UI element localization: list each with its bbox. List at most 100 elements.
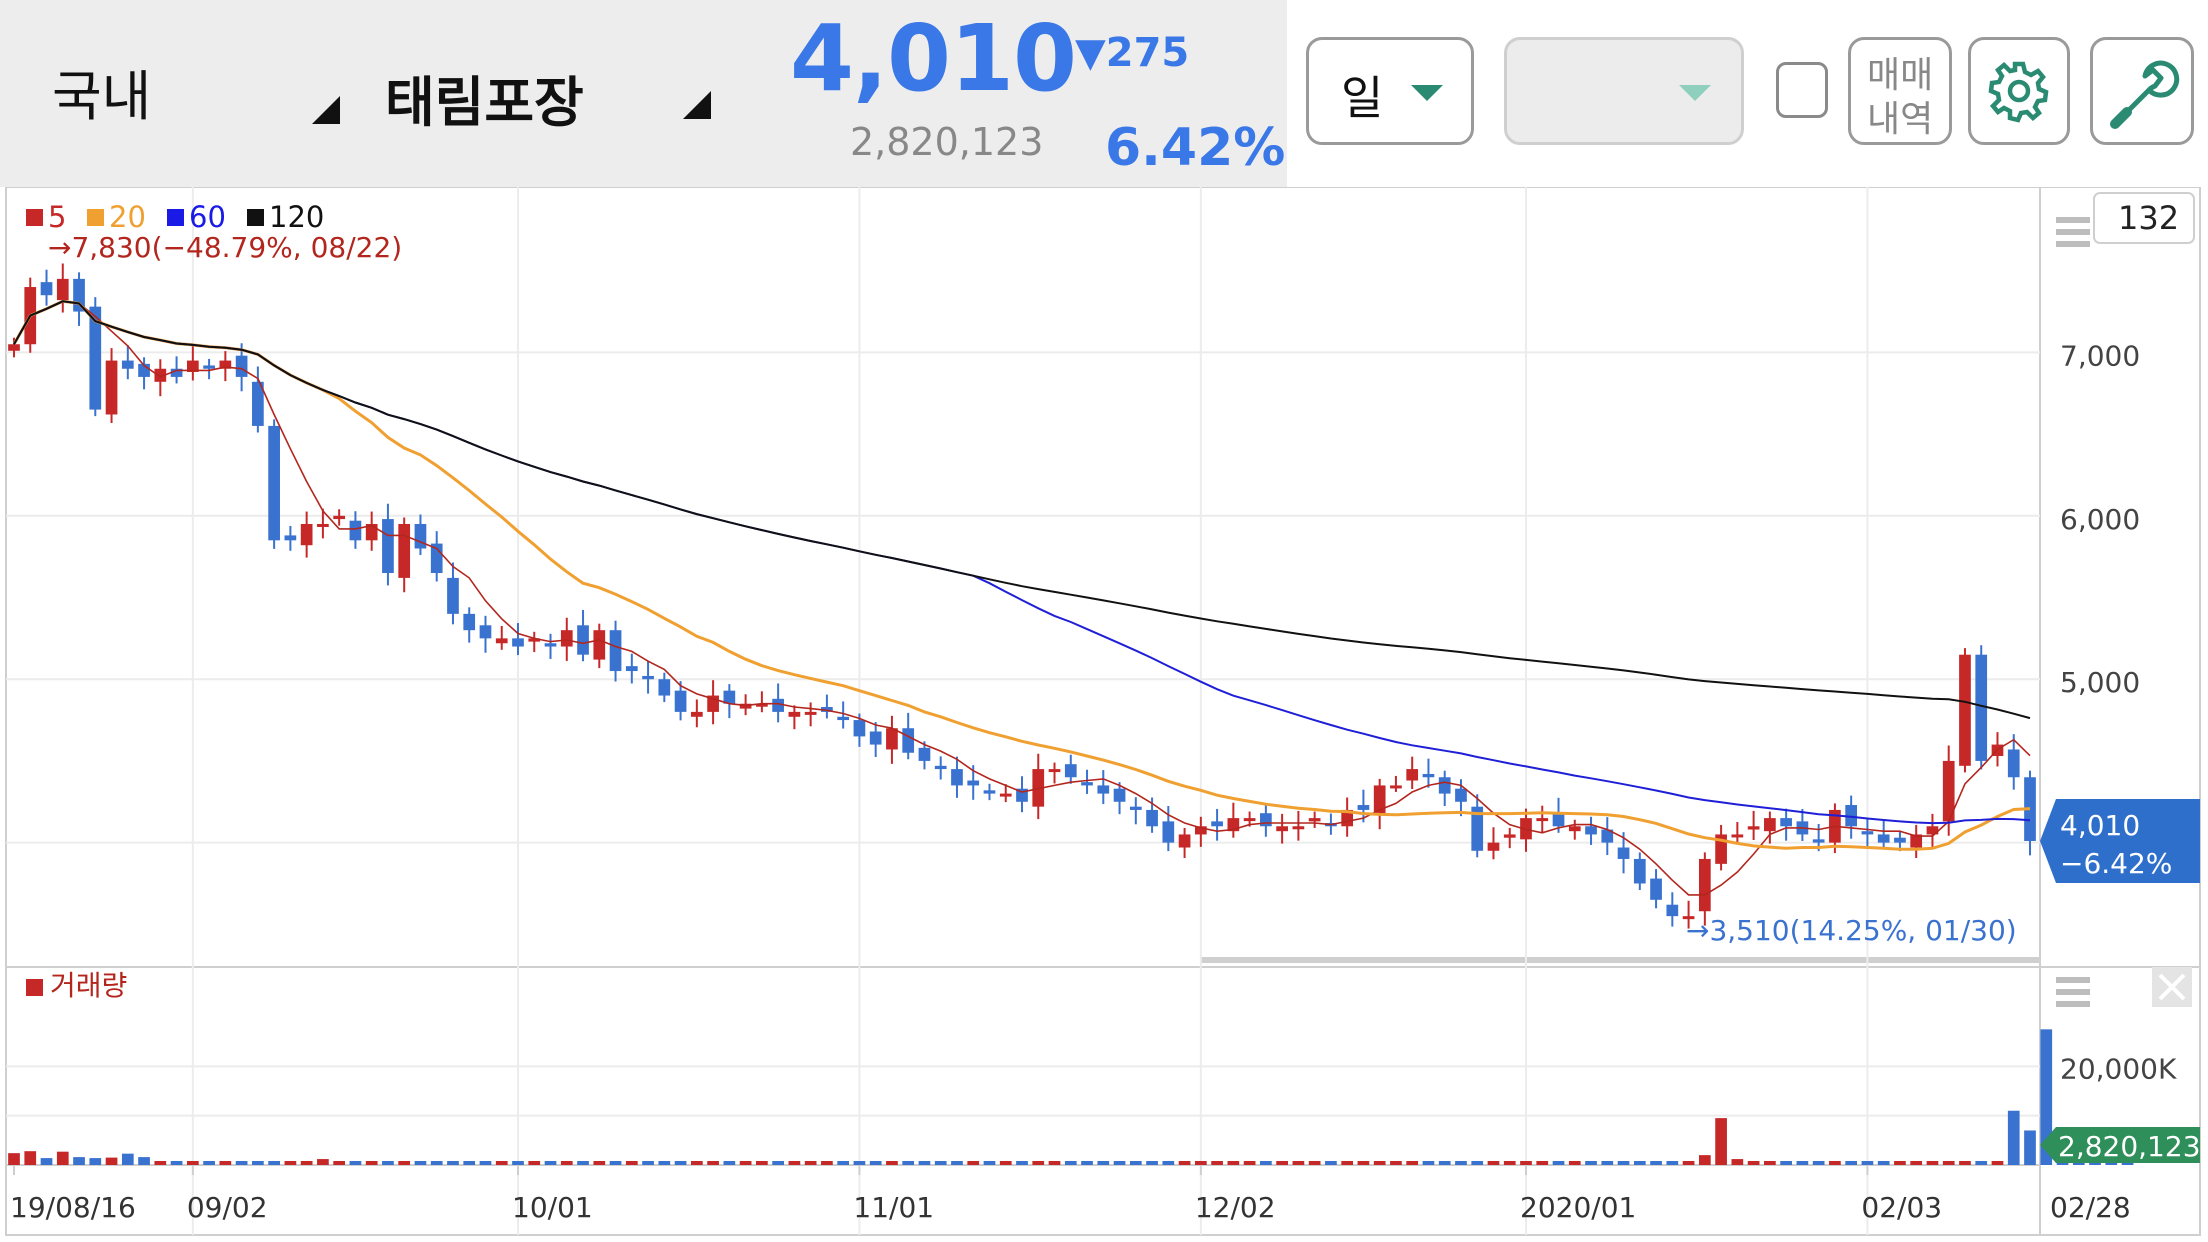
volume-bar [1422,1161,1435,1165]
low-annotation: →3,510(14.25%, 01/30) [1686,914,2017,947]
candle-body [105,360,118,415]
volume-bar [837,1161,850,1165]
candle-body [235,355,248,377]
candle-body [1503,834,1516,838]
candle-body [138,363,150,377]
candle-body [1747,826,1760,830]
volume-bar [1243,1161,1256,1165]
legend-swatch [87,209,104,226]
volume-bar [1552,1161,1565,1165]
candle-body [1146,809,1158,827]
market-selector-label[interactable]: 국내 [52,65,152,128]
volume-bar [138,1157,150,1165]
volume-bar [934,1161,947,1165]
candle-body [934,765,947,770]
volume-bar [1471,1161,1484,1165]
volume-bar [772,1161,784,1165]
candle-body [918,747,931,761]
volume-bar [317,1159,329,1165]
period-select[interactable]: 일 [1306,37,1474,145]
volume-bar [2007,1110,2020,1165]
volume-bar [756,1161,768,1165]
volume-bar [658,1161,671,1165]
menu-icon [2056,217,2090,223]
volume-bar [1487,1161,1500,1165]
last-price-tag [2040,798,2200,883]
change-percent: 6.42% [1105,118,1286,178]
volume-bar [1276,1161,1288,1165]
candle-body [170,368,183,377]
volume-last-tag [2040,1127,2200,1163]
candle-body [544,643,557,647]
volume-bar [642,1161,654,1165]
candle-body [625,666,638,672]
candle-body [40,282,53,296]
trade-history-button[interactable]: 매매 내역 [1848,37,1952,145]
volume-bar [821,1161,833,1165]
x-tick-label: 10/01 [512,1191,593,1224]
menu-icon [2056,977,2090,983]
candle-body [1471,806,1484,851]
toggle-checkbox[interactable] [1776,62,1828,118]
volume-bar [365,1161,378,1165]
candle-body [1178,834,1191,848]
candle-body [1698,858,1711,912]
volume-bar [1650,1161,1662,1165]
volume-bar [268,1161,280,1165]
candle-body [317,523,329,527]
period-select-label: 일 [1341,71,1384,125]
price-change: ▼275 [1075,30,1190,76]
volume-bar [1016,1161,1028,1165]
volume-bar [1032,1161,1045,1165]
volume-tick-label: 20,000K [2060,1052,2177,1085]
volume-bar [235,1161,248,1165]
volume-bar [512,1161,524,1165]
volume-bar [577,1161,589,1165]
volume-bar [918,1161,931,1165]
volume-bar [1975,1161,1988,1165]
volume-bar [1211,1161,1223,1165]
candle-body [788,711,801,717]
stock-dropdown-icon[interactable] [683,91,711,119]
candle-body [528,638,541,642]
stock-name[interactable]: 태림포장 [385,71,584,134]
candle-body [1894,837,1906,843]
candle-body [1341,809,1354,827]
volume-bar [674,1161,687,1165]
volume-bar [1081,1161,1093,1165]
candle-body [1438,777,1451,794]
volume-bar [73,1157,85,1165]
y-tick-label: 6,000 [2060,503,2140,536]
candle-body [447,577,459,614]
volume-bar [1926,1161,1939,1165]
volume-bar [1877,1161,1890,1165]
volume-bar [1536,1161,1549,1165]
candle-body [8,344,20,351]
tools-button[interactable] [2090,37,2194,145]
trade-history-label-1: 매매 [1867,55,1934,96]
candle-body [333,515,346,520]
candle-body [983,790,996,794]
volume-bar [1731,1159,1744,1165]
legend-swatch [167,209,184,226]
legend-swatch [26,209,43,226]
volume-bar [609,1161,622,1165]
volume-bar [1991,1161,2004,1165]
volume-bar [869,1161,882,1165]
indicator-select[interactable] [1504,37,1744,145]
menu-icon [2056,241,2090,247]
volume-bar [1325,1161,1337,1165]
settings-button[interactable] [1968,37,2070,145]
candle-body [707,695,719,712]
candle-body [1764,818,1776,832]
volume-bar [1585,1161,1597,1165]
volume-bar [284,1161,297,1165]
volume-bar [739,1161,752,1165]
candle-body [1682,916,1695,920]
volume-bar [853,1161,866,1165]
price-chart[interactable]: 7,000 6,000 5,000 5 20 60 120→7,830(−48.79%, 0… [0,187,2208,1242]
market-dropdown-icon[interactable] [312,96,340,124]
volume-bar [690,1161,703,1165]
candle-body [219,360,232,369]
